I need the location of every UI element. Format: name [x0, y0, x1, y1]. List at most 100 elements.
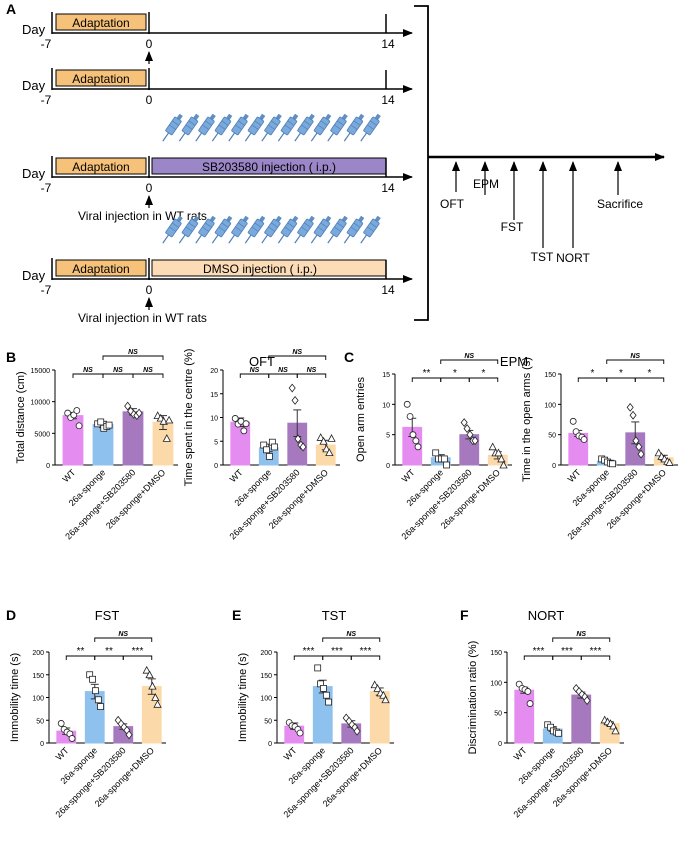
timeline-row-sb203580: Day Adaptation SB203580 injection ( i.p.… — [22, 156, 413, 223]
panel-letter-f: F — [460, 607, 469, 623]
timeline-row-2: Day Adaptation -7 0 14 — [22, 68, 413, 107]
x-tick-label: WT — [566, 467, 583, 484]
significance-bracket — [268, 355, 327, 360]
test-label-fst: FST — [501, 220, 524, 234]
y-tick-label: 15000 — [31, 368, 51, 375]
significance-bracket — [322, 637, 381, 642]
data-point — [327, 434, 336, 442]
significance-label: ** — [77, 646, 85, 657]
significance-bracket — [102, 355, 164, 360]
y-axis-label: Time in the open arms (s) — [521, 357, 533, 482]
data-point — [164, 415, 174, 424]
data-point — [75, 422, 83, 430]
significance-bracket — [634, 377, 665, 382]
significance-label: * — [453, 368, 457, 379]
panel-letter-a: A — [6, 1, 16, 17]
y-tick-label: 15 — [382, 372, 390, 379]
y-tick-label: 0 — [46, 463, 50, 470]
data-point — [294, 434, 302, 444]
y-tick-label: 5 — [386, 433, 390, 440]
significance-bracket — [440, 359, 499, 364]
test-label-tst: TST — [531, 250, 554, 264]
y-tick-label: 10 — [382, 402, 390, 409]
adaptation-box — [55, 259, 147, 277]
data-point — [127, 406, 135, 416]
significance-bracket — [239, 373, 270, 378]
data-point — [296, 729, 304, 737]
timeline-row-oft: Day Adaptation -7 0 14 — [22, 12, 413, 64]
significance-label: *** — [561, 646, 573, 657]
significance-bracket — [122, 655, 153, 660]
data-point — [322, 444, 331, 453]
test-timeline: OFT EPM FST TST NORT Sacrifice — [414, 5, 665, 321]
adaptation-label: Adaptation — [72, 160, 129, 174]
significance-bracket — [468, 377, 499, 382]
y-tick-label: 5000 — [34, 431, 50, 438]
y-tick-label: 100 — [32, 696, 44, 703]
significance-bracket — [350, 655, 381, 660]
day-label: Day — [22, 268, 46, 283]
y-tick-label: 15 — [210, 392, 218, 399]
data-point — [665, 458, 674, 466]
data-point — [583, 696, 591, 705]
data-point — [353, 726, 361, 736]
significance-label: *** — [331, 646, 343, 657]
x-tick-label: WT — [512, 745, 529, 762]
y-tick-label: 150 — [544, 372, 556, 379]
dmso-label: DMSO injection ( i.p.) — [203, 262, 317, 276]
data-point — [635, 442, 643, 452]
test-label-nort: NORT — [556, 251, 590, 265]
viral-injection-label: Viral injection in WT rats — [78, 311, 207, 325]
zero-day: 0 — [146, 283, 153, 297]
y-tick-label: 10 — [210, 416, 218, 423]
data-point — [288, 383, 296, 393]
zero-day: 0 — [146, 181, 153, 195]
timeline-row-dmso: Day Adaptation DMSO injection ( i.p.) -7… — [22, 258, 413, 325]
y-tick-label: 150 — [490, 650, 502, 657]
y-tick-label: 10000 — [31, 400, 51, 407]
data-point — [370, 680, 379, 689]
end-day: 14 — [381, 93, 395, 107]
data-point — [471, 436, 479, 446]
data-point — [92, 687, 99, 695]
data-point — [94, 696, 102, 704]
data-point — [637, 449, 645, 459]
adaptation-label: Adaptation — [72, 262, 129, 276]
day-label: Day — [22, 166, 46, 181]
significance-bracket — [268, 373, 298, 378]
data-point — [242, 420, 250, 428]
significance-label: *** — [533, 646, 545, 657]
data-point — [320, 685, 327, 692]
data-point — [97, 418, 105, 426]
significance-label: NS — [278, 367, 288, 374]
data-point — [629, 410, 637, 420]
significance-label: NS — [118, 631, 128, 638]
data-point — [231, 415, 239, 422]
chart-title: EPM — [500, 354, 528, 369]
chart-title: NORT — [528, 608, 565, 623]
bar — [122, 411, 144, 466]
start-day: -7 — [41, 283, 52, 297]
y-tick-label: 50 — [494, 711, 502, 718]
significance-label: NS — [630, 353, 640, 360]
y-tick-label: 50 — [548, 433, 556, 440]
data-point — [412, 437, 420, 445]
start-day: -7 — [41, 93, 52, 107]
panel-letter-d: D — [6, 607, 16, 623]
significance-bracket — [580, 655, 611, 660]
significance-label: * — [482, 368, 486, 379]
significance-label: NS — [346, 631, 356, 638]
end-day: 14 — [381, 283, 395, 297]
significance-label: NS — [83, 367, 93, 374]
data-point — [555, 729, 562, 737]
significance-bracket — [94, 637, 153, 642]
significance-label: NS — [250, 367, 260, 374]
data-point — [499, 460, 508, 469]
data-point — [403, 400, 411, 408]
y-tick-label: 100 — [544, 402, 556, 409]
x-tick-label: WT — [54, 745, 71, 762]
